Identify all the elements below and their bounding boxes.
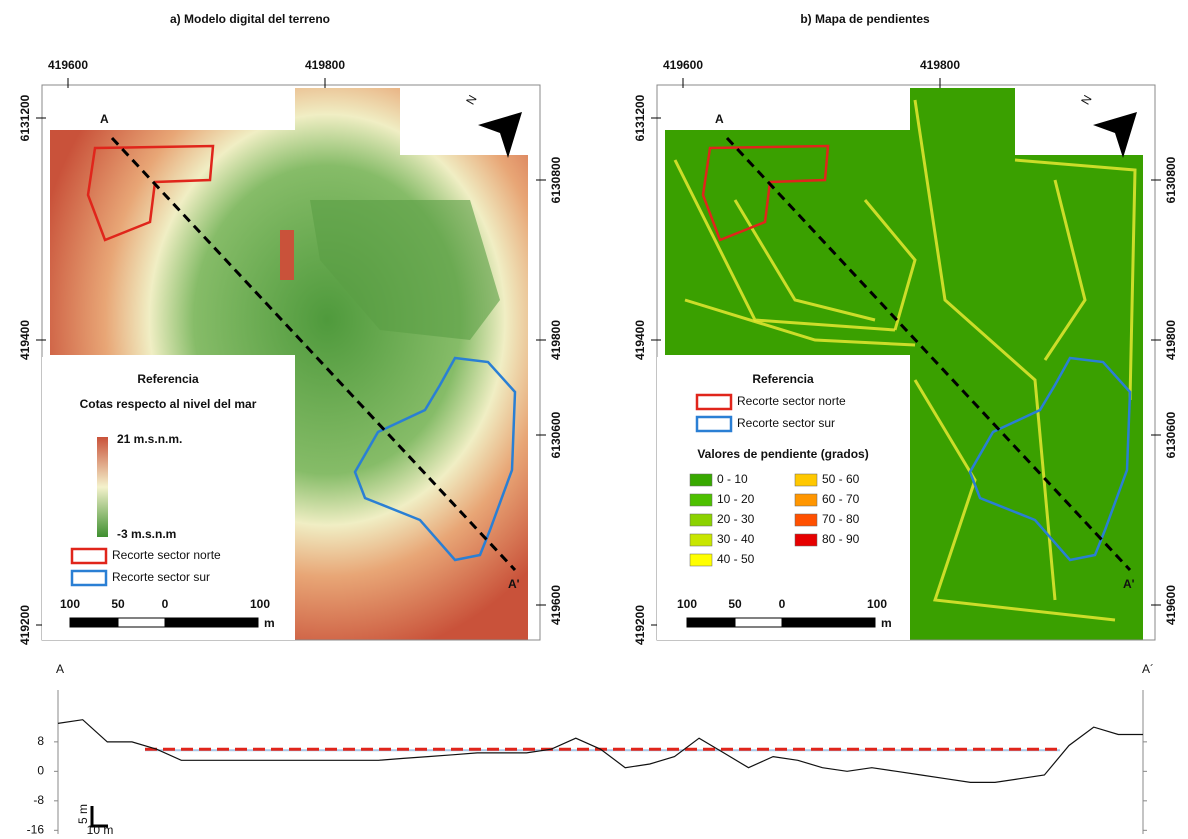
coord-label: 419600 [549, 585, 563, 625]
scale-bar [782, 618, 875, 627]
legend-label: Recorte sector norte [112, 548, 221, 562]
coord-label: 419800 [1164, 320, 1178, 360]
coord-label: 6131200 [633, 94, 647, 141]
coord-label: 6130600 [549, 411, 563, 458]
coord-label: 6131200 [18, 94, 32, 141]
figure: a) Modelo digital del terreno A A' N 419600 4… [0, 0, 1188, 834]
y-tick-label: -8 [33, 793, 44, 807]
y-tick-label: 0 [37, 764, 44, 778]
section-end: A' [1123, 577, 1135, 591]
coord-label: 419200 [18, 605, 32, 645]
class-swatch [795, 534, 817, 546]
profile-scale-h: 10 m [87, 823, 114, 834]
scale-label: 0 [779, 597, 786, 611]
class-label: 50 - 60 [822, 472, 860, 486]
class-swatch [690, 554, 712, 566]
classes-title: Valores de pendiente (grados) [697, 447, 868, 461]
class-label: 20 - 30 [717, 512, 755, 526]
scale-label: 0 [162, 597, 169, 611]
class-swatch [795, 474, 817, 486]
legend-title: Referencia [752, 372, 814, 386]
legend-title: Referencia [137, 372, 199, 386]
coord-label: 6130600 [1164, 411, 1178, 458]
coord-label: 419800 [549, 320, 563, 360]
class-label: 70 - 80 [822, 512, 860, 526]
elevation-high [280, 230, 294, 280]
north-label: N [1078, 93, 1094, 108]
class-swatch [795, 494, 817, 506]
legend-label: Recorte sector sur [737, 416, 835, 430]
class-label: 30 - 40 [717, 532, 755, 546]
class-label: 0 - 10 [717, 472, 748, 486]
north-label: N [463, 93, 479, 108]
coord-label: 419800 [920, 58, 960, 72]
legend-subtitle: Cotas respecto al nivel del mar [80, 397, 257, 411]
class-label: 80 - 90 [822, 532, 860, 546]
class-swatch [795, 514, 817, 526]
scale-unit: m [881, 616, 892, 630]
class-swatch [690, 514, 712, 526]
colorbar [97, 437, 108, 537]
class-swatch [690, 474, 712, 486]
coord-label: 419400 [633, 320, 647, 360]
north-arrow [1093, 112, 1137, 158]
legend-label: Recorte sector norte [737, 394, 846, 408]
scale-bar [687, 618, 735, 627]
north-arrow [478, 112, 522, 158]
coord-label: 419400 [18, 320, 32, 360]
coord-label: 419600 [663, 58, 703, 72]
y-tick-label: 8 [37, 734, 44, 748]
coord-label: 6130800 [549, 156, 563, 203]
section-start: A [715, 112, 724, 126]
scale-label: 100 [250, 597, 270, 611]
panel-title: b) Mapa de pendientes [800, 12, 930, 26]
coord-label: 419600 [48, 58, 88, 72]
profile-scale-v: 5 m [76, 804, 90, 824]
coord-label: 419800 [305, 58, 345, 72]
scale-label: 100 [677, 597, 697, 611]
class-label: 60 - 70 [822, 492, 860, 506]
class-label: 10 - 20 [717, 492, 755, 506]
class-swatch [690, 534, 712, 546]
coord-label: 6130800 [1164, 156, 1178, 203]
scale-label: 100 [60, 597, 80, 611]
scale-label: 100 [867, 597, 887, 611]
scale-label: 50 [111, 597, 125, 611]
panel-title: a) Modelo digital del terreno [170, 12, 330, 26]
coord-label: 419200 [633, 605, 647, 645]
profile-start: A [56, 662, 64, 676]
class-swatch [690, 494, 712, 506]
colorbar-min: -3 m.s.n.m [117, 527, 176, 541]
scale-bar [118, 618, 166, 627]
y-tick-label: -16 [27, 822, 45, 834]
scale-bar [735, 618, 783, 627]
legend-label: Recorte sector sur [112, 570, 210, 584]
section-end: A' [508, 577, 520, 591]
scale-unit: m [264, 616, 275, 630]
scale-bar [165, 618, 258, 627]
profile-end: A´ [1142, 662, 1154, 676]
section-start: A [100, 112, 109, 126]
class-label: 40 - 50 [717, 552, 755, 566]
scale-label: 50 [728, 597, 742, 611]
scale-bar [70, 618, 118, 627]
colorbar-max: 21 m.s.n.m. [117, 432, 182, 446]
coord-label: 419600 [1164, 585, 1178, 625]
